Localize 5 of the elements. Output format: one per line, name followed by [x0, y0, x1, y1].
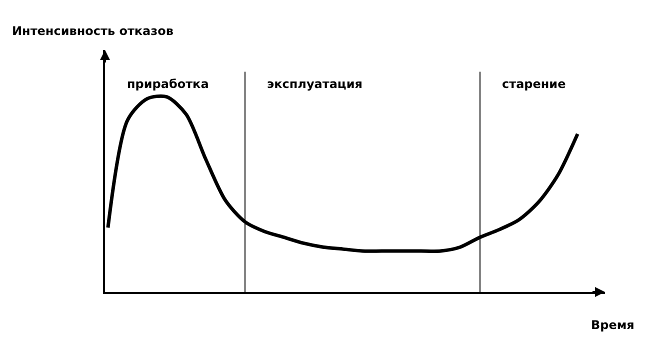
text: эксплуатация: [267, 77, 362, 91]
x-axis-title: Время: [591, 318, 634, 332]
text: Интенсивность отказов: [12, 24, 174, 38]
text: приработка: [127, 77, 209, 91]
text: старение: [502, 77, 566, 91]
